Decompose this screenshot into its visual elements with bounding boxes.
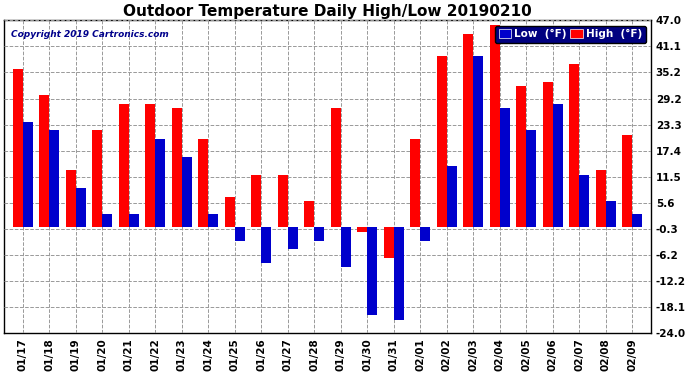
Bar — [526, 130, 536, 227]
Bar — [102, 214, 112, 227]
Bar — [606, 201, 616, 227]
Bar — [304, 201, 314, 227]
Bar — [225, 196, 235, 227]
Bar — [410, 139, 420, 227]
Bar — [357, 227, 367, 232]
Bar — [129, 214, 139, 227]
Bar — [92, 130, 102, 227]
Text: Copyright 2019 Cartronics.com: Copyright 2019 Cartronics.com — [10, 30, 168, 39]
Bar — [277, 174, 288, 227]
Bar — [172, 108, 181, 227]
Bar — [23, 122, 33, 227]
Bar — [66, 170, 76, 227]
Bar — [367, 227, 377, 315]
Bar — [446, 166, 457, 227]
Bar — [288, 227, 298, 249]
Bar — [119, 104, 129, 227]
Title: Outdoor Temperature Daily High/Low 20190210: Outdoor Temperature Daily High/Low 20190… — [123, 4, 532, 19]
Bar — [463, 33, 473, 227]
Bar — [145, 104, 155, 227]
Bar — [39, 95, 49, 227]
Bar — [235, 227, 245, 241]
Bar — [12, 69, 23, 227]
Bar — [473, 56, 484, 227]
Bar — [76, 188, 86, 227]
Bar — [580, 174, 589, 227]
Bar — [500, 108, 510, 227]
Bar — [394, 227, 404, 320]
Bar — [420, 227, 431, 241]
Bar — [632, 214, 642, 227]
Bar — [262, 227, 271, 262]
Bar — [437, 56, 446, 227]
Bar — [490, 25, 500, 227]
Bar — [181, 157, 192, 227]
Bar — [569, 64, 580, 227]
Bar — [198, 139, 208, 227]
Bar — [543, 82, 553, 227]
Bar — [331, 108, 341, 227]
Bar — [595, 170, 606, 227]
Bar — [622, 135, 632, 227]
Bar — [155, 139, 166, 227]
Legend: Low  (°F), High  (°F): Low (°F), High (°F) — [495, 26, 646, 43]
Bar — [208, 214, 218, 227]
Bar — [314, 227, 324, 241]
Bar — [553, 104, 563, 227]
Bar — [516, 86, 526, 227]
Bar — [49, 130, 59, 227]
Bar — [251, 174, 262, 227]
Bar — [384, 227, 394, 258]
Bar — [341, 227, 351, 267]
